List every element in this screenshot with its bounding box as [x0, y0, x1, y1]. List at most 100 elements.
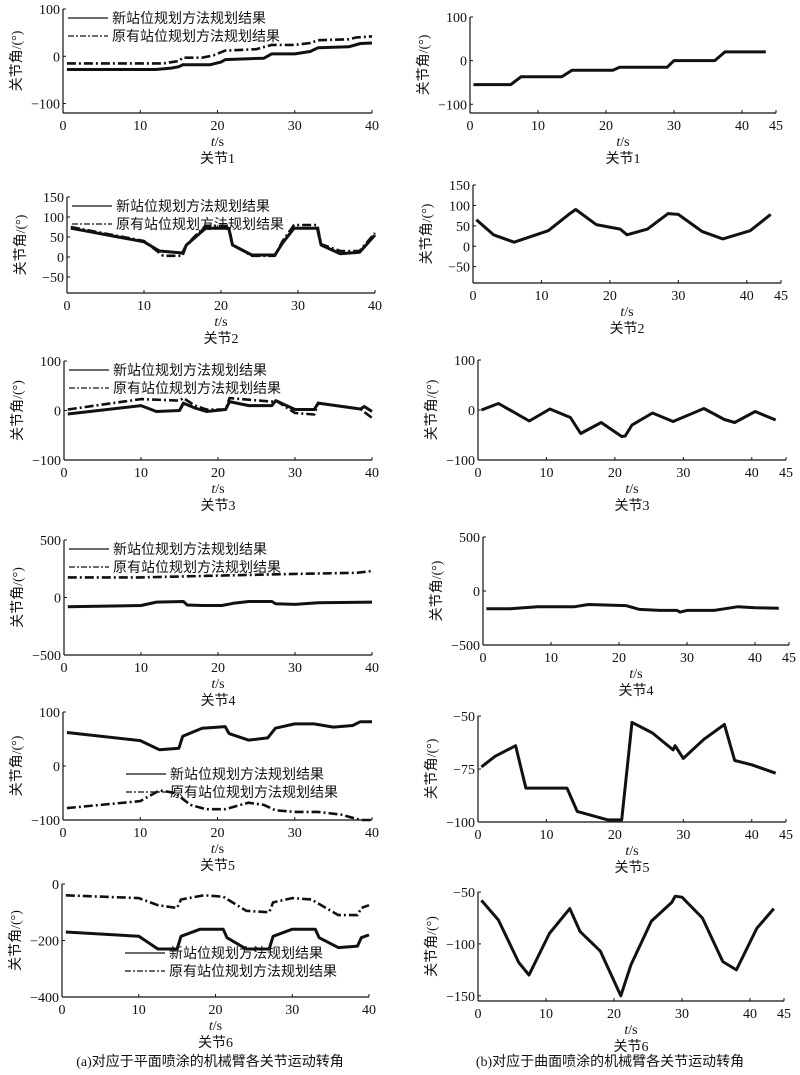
x-tick-label: 30	[288, 826, 302, 841]
chart-title: 关节2	[204, 331, 239, 347]
y-tick-label: −50	[453, 710, 475, 725]
y-axis-label: 关节角/(°)	[424, 379, 440, 440]
x-tick-label: 10	[539, 466, 553, 481]
x-tick-label: 30	[667, 119, 681, 134]
x-axis-label: t/s	[214, 315, 227, 330]
x-tick-label: 45	[779, 828, 793, 843]
x-tick-label: 0	[475, 1007, 482, 1022]
chart-title: 关节3	[201, 498, 236, 514]
y-tick-label: 0	[463, 240, 470, 255]
x-tick-label: 20	[211, 466, 225, 481]
x-axis-label: t/s	[620, 305, 633, 320]
y-tick-label: 100	[39, 706, 60, 721]
x-tick-label: 10	[134, 466, 148, 481]
y-tick-label: 100	[39, 3, 60, 18]
legend-label-new: 新站位规划方法规划结果	[112, 11, 266, 27]
y-tick-label: 0	[54, 592, 61, 607]
chart-title: 关节1	[200, 151, 235, 167]
y-axis-label: 关节角/(°)	[10, 567, 26, 628]
x-tick-label: 40	[365, 466, 379, 481]
x-axis-label: t/s	[211, 842, 224, 857]
y-tick-label: −100	[446, 938, 475, 953]
y-tick-label: −100	[446, 816, 475, 831]
x-tick-label: 40	[365, 661, 379, 676]
series-new-line	[486, 603, 779, 614]
x-axis-label-unit: /s	[215, 842, 224, 857]
x-tick-label: 30	[288, 661, 302, 676]
x-tick-label: 20	[612, 651, 626, 666]
x-axis-label-var: t	[211, 842, 216, 857]
x-axis-label-unit: /s	[629, 482, 638, 497]
x-axis-label-unit: /s	[215, 135, 224, 150]
x-tick-label: 40	[745, 466, 759, 481]
x-tick-label: 45	[769, 119, 783, 134]
series-old-line	[70, 223, 376, 258]
x-tick-label: 30	[291, 299, 305, 314]
y-tick-label: −200	[30, 935, 59, 950]
x-tick-label: 30	[680, 651, 694, 666]
series-old-line	[67, 396, 373, 419]
series-new-line	[480, 720, 777, 822]
y-tick-label: −50	[42, 271, 64, 286]
x-tick-label: 20	[608, 466, 622, 481]
y-tick-label: 500	[459, 531, 480, 546]
y-tick-label: −500	[32, 649, 61, 664]
x-axis-label: t/s	[616, 135, 629, 150]
series-new-line	[473, 50, 766, 87]
x-tick-label: 20	[608, 828, 622, 843]
x-axis-label-var: t	[620, 305, 625, 320]
x-axis-label: t/s	[211, 482, 224, 497]
y-axis-label: 关节角/(°)	[9, 30, 25, 91]
y-tick-label: −50	[448, 261, 470, 276]
x-tick-label: 40	[745, 828, 759, 843]
x-tick-label: 0	[480, 651, 487, 666]
x-tick-label: 0	[61, 466, 68, 481]
x-axis-label-unit: /s	[633, 667, 642, 682]
x-tick-label: 10	[137, 299, 151, 314]
y-axis-label: 关节角/(°)	[424, 916, 440, 977]
chart-title: 关节4	[201, 693, 236, 709]
x-axis-label-unit: /s	[215, 677, 224, 692]
y-tick-label: 150	[449, 179, 470, 194]
x-tick-label: 10	[534, 289, 548, 304]
x-tick-label: 40	[362, 1003, 376, 1018]
y-axis-label: 关节角/(°)	[429, 560, 445, 621]
series-old-line	[66, 35, 373, 65]
legend-label-new: 新站位规划方法规划结果	[113, 542, 267, 558]
x-axis-label-unit: /s	[213, 1019, 222, 1034]
y-tick-label: 100	[43, 211, 64, 226]
y-tick-label: 0	[53, 50, 60, 65]
y-tick-label: 0	[468, 404, 475, 419]
x-axis-label: t/s	[625, 844, 638, 859]
series-new-line	[475, 208, 772, 244]
x-tick-label: 45	[777, 1007, 791, 1022]
y-axis-label: 关节角/(°)	[8, 910, 24, 971]
legend-label-new: 新站位规划方法规划结果	[169, 946, 323, 962]
y-tick-label: −100	[31, 98, 60, 113]
series-old-line	[67, 569, 373, 579]
series-new-line	[65, 927, 370, 951]
x-axis-label: t/s	[625, 482, 638, 497]
x-tick-label: 0	[475, 466, 482, 481]
y-tick-label: 100	[446, 11, 467, 26]
chart-title: 关节1	[606, 151, 641, 167]
x-axis-label-unit: /s	[620, 135, 629, 150]
x-tick-label: 30	[288, 466, 302, 481]
y-tick-label: 100	[449, 199, 470, 214]
x-tick-label: 0	[61, 661, 68, 676]
y-tick-label: 50	[456, 220, 470, 235]
x-tick-label: 10	[133, 826, 147, 841]
y-axis-label: 关节角/(°)	[10, 380, 26, 441]
x-tick-label: 20	[214, 299, 228, 314]
chart-title: 关节3	[615, 498, 650, 514]
x-tick-label: 20	[603, 289, 617, 304]
y-tick-label: −75	[453, 763, 475, 778]
x-tick-label: 10	[544, 651, 558, 666]
